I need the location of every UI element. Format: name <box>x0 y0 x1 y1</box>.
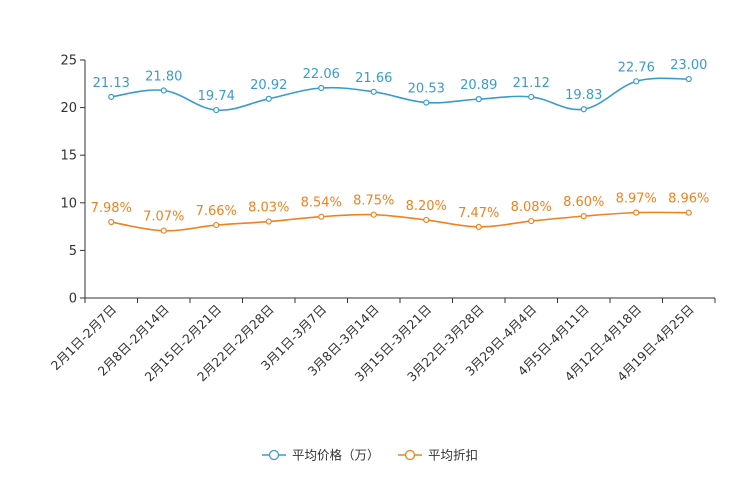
data-point[interactable] <box>475 96 482 103</box>
data-point[interactable] <box>423 99 430 106</box>
data-point[interactable] <box>685 209 692 216</box>
data-label: 20.92 <box>250 78 287 93</box>
data-label: 21.80 <box>145 69 182 84</box>
series-layer: 21.13 21.80 19.74 20.92 22.06 21.66 20.53 20.89… <box>91 58 709 234</box>
data-point[interactable] <box>580 106 587 113</box>
data-point[interactable] <box>160 227 167 234</box>
data-point[interactable] <box>685 75 692 83</box>
data-point[interactable] <box>318 213 325 220</box>
data-label: 23.00 <box>670 58 707 73</box>
data-label: 22.76 <box>618 60 655 75</box>
data-label: 21.12 <box>513 76 550 91</box>
data-label: 8.08% <box>511 200 552 215</box>
data-point[interactable] <box>108 93 115 100</box>
series-line <box>111 77 689 111</box>
data-point[interactable] <box>633 209 640 216</box>
data-point[interactable] <box>370 211 377 218</box>
legend-marker <box>268 449 280 461</box>
data-label: 8.75% <box>353 194 394 209</box>
data-point[interactable] <box>580 213 587 220</box>
series-2: 7.98% 7.07% 7.66% 8.03% 8.54% 8.75% 8.20% 7.47%… <box>91 192 709 234</box>
y-tick-label: 10 <box>60 196 77 211</box>
data-label: 7.98% <box>91 201 132 216</box>
data-point[interactable] <box>633 78 640 85</box>
data-label: 8.03% <box>248 201 289 216</box>
data-point[interactable] <box>160 87 167 94</box>
data-label: 21.66 <box>355 71 392 86</box>
data-label: 20.89 <box>460 78 497 93</box>
legend-label: 平均折扣 <box>428 448 478 463</box>
data-label: 7.47% <box>458 206 499 221</box>
data-label: 22.06 <box>303 67 340 82</box>
data-point[interactable] <box>528 217 535 225</box>
series-1: 21.13 21.80 19.74 20.92 22.06 21.66 20.53 20.89… <box>93 58 707 114</box>
data-label: 7.66% <box>196 204 237 219</box>
data-label: 8.97% <box>616 192 657 207</box>
y-tick-label: 25 <box>60 54 77 69</box>
data-label: 8.96% <box>668 192 709 207</box>
y-tick-label: 0 <box>69 292 77 307</box>
data-point[interactable] <box>265 218 272 225</box>
y-tick-label: 15 <box>60 149 77 164</box>
data-label: 8.60% <box>563 195 604 210</box>
data-point[interactable] <box>423 216 430 224</box>
data-point[interactable] <box>318 84 325 92</box>
data-point[interactable] <box>528 93 535 101</box>
data-point[interactable] <box>265 95 272 102</box>
data-label: 21.13 <box>93 76 130 91</box>
y-tick-label: 20 <box>60 101 77 116</box>
data-point[interactable] <box>213 106 220 114</box>
legend[interactable]: 平均价格（万） 平均折扣 <box>262 448 478 463</box>
data-point[interactable] <box>108 218 115 226</box>
data-label: 19.74 <box>198 89 235 104</box>
data-point[interactable] <box>475 223 482 230</box>
data-label: 8.54% <box>301 196 342 211</box>
y-tick-label: 5 <box>69 244 77 259</box>
data-label: 19.83 <box>565 88 602 103</box>
data-point[interactable] <box>213 221 220 229</box>
series-line <box>111 211 689 232</box>
data-label: 20.53 <box>408 82 445 97</box>
legend-label: 平均价格（万） <box>292 448 380 463</box>
data-label: 7.07% <box>143 210 184 225</box>
legend-item-2[interactable]: 平均折扣 <box>398 448 478 463</box>
data-label: 8.20% <box>406 199 447 214</box>
data-point[interactable] <box>370 88 377 95</box>
legend-marker <box>404 449 416 461</box>
legend-item-1[interactable]: 平均价格（万） <box>262 448 380 463</box>
